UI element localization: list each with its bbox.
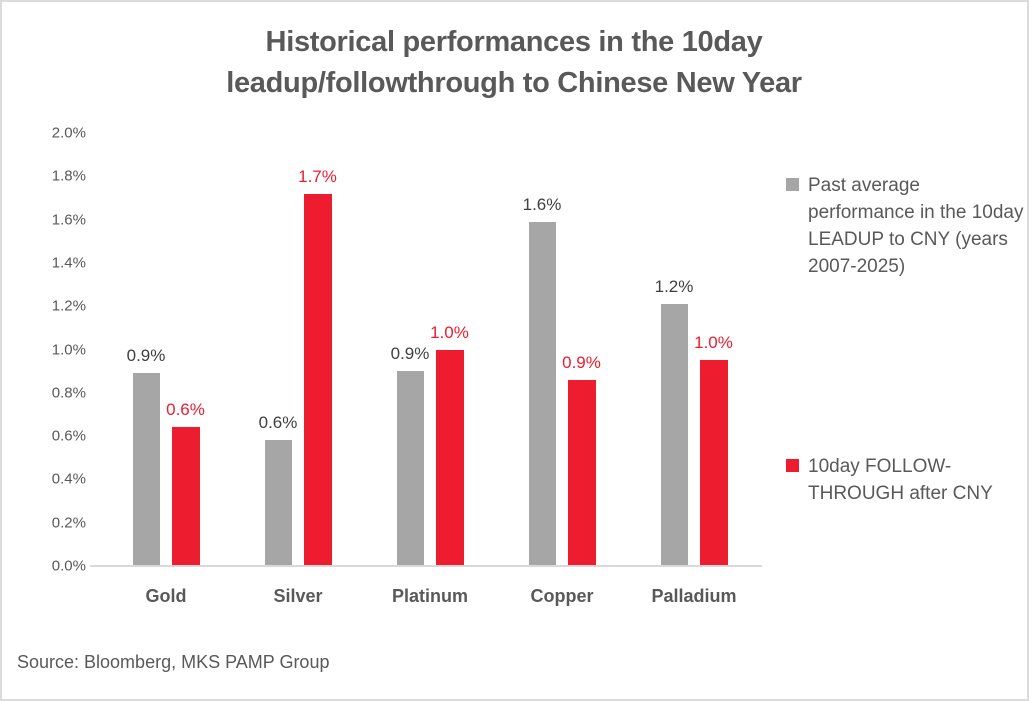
bar [435,349,464,566]
y-tick-label: 1.8% [51,167,86,185]
bar [660,304,688,566]
bar-value-label: 0.9% [126,346,166,366]
bar-value-label: 1.0% [694,333,733,353]
bar [567,379,596,566]
bar-value-label: 0.9% [390,344,430,364]
legend-swatch [786,459,799,472]
y-tick-label: 2.0% [51,124,86,142]
legend-label: Past average performance in the 10day LE… [808,175,1024,277]
x-category-label: Platinum [391,586,469,606]
bar-value-label: 0.6% [166,400,205,420]
y-tick-label: 1.6% [51,211,86,229]
bar-value-label: 1.6% [522,194,562,214]
y-tick-label: 0.0% [51,557,86,575]
bar [132,373,160,566]
legend-item: 10day FOLLOW-THROUGH after CNY [786,453,1024,507]
y-tick-label: 1.0% [51,341,86,358]
x-category-label: Copper [530,586,594,606]
legend-item: Past average performance in the 10day LE… [786,172,1024,280]
bar-value-label: 0.6% [258,413,298,433]
y-tick-label: 0.8% [51,384,86,402]
x-axis-line [90,565,762,567]
y-tick-label: 0.4% [51,470,86,488]
x-category-label: Gold [145,586,187,606]
bar [699,360,728,566]
legend-swatch [786,178,799,191]
y-tick-label: 0.6% [51,427,86,445]
bar [396,371,424,566]
y-tick-label: 1.2% [51,297,86,315]
x-category-label: Palladium [651,586,737,606]
bar [171,427,200,566]
bar [528,221,556,566]
y-tick-label: 0.2% [51,514,86,532]
bar-value-label: 1.2% [654,277,694,297]
legend-label: 10day FOLLOW-THROUGH after CNY [808,456,993,504]
y-tick-label: 1.4% [51,254,86,272]
bar-value-label: 1.7% [298,166,337,186]
bar-value-label: 1.0% [430,322,469,342]
bar [264,440,292,566]
bar [303,193,332,566]
x-category-label: Silver [273,586,323,606]
bar-value-label: 0.9% [562,352,601,372]
chart-title: Historical performances in the 10day lea… [226,26,802,100]
source-note: Source: Bloomberg, MKS PAMP Group [17,652,330,672]
